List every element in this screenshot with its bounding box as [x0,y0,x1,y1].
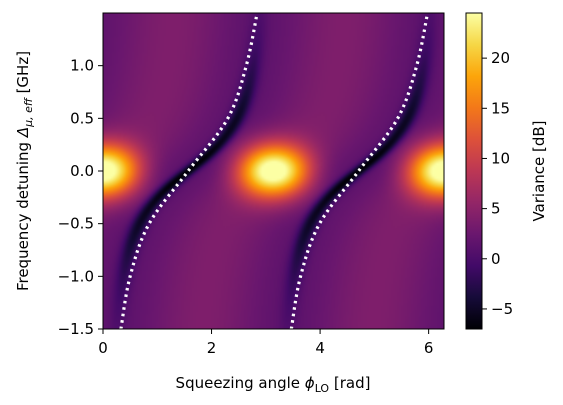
optimal-angle-curve-1 [119,12,259,330]
y-axis: −1.5 −1.0 −0.5 0.0 0.5 1.0 [58,57,103,338]
y-tick-label: −0.5 [58,215,94,233]
colorbar-gradient [465,12,483,330]
x-axis-label: Squeezing angle ϕLO [rad] [176,374,371,395]
colorbar-tick-label: 10 [491,149,510,167]
colorbar-tick-label: 15 [491,99,510,117]
colorbar-tick-label: 20 [491,49,510,67]
colorbar: −5 0 5 10 15 20 Variance [dB] [465,12,548,330]
x-tick-label: 2 [207,339,217,357]
x-tick-label: 6 [424,339,434,357]
y-tick-label: 1.0 [70,57,94,75]
heatmap-image [103,13,444,329]
colorbar-label: Variance [dB] [530,120,548,221]
colorbar-ticks: −5 0 5 10 15 20 [482,49,513,318]
y-tick-label: 0.5 [70,109,94,127]
y-axis-label: Frequency detuning Δμ, eff [GHz] [14,51,35,291]
y-tick-label: 0.0 [70,162,94,180]
y-tick-label: −1.0 [58,267,94,285]
x-axis: 0 2 4 6 [98,329,433,357]
optimal-angle-curve-2 [289,12,430,330]
x-tick-label: 0 [98,339,108,357]
optimal-angle-curves [119,12,430,330]
colorbar-tick-label: 5 [491,200,501,218]
y-tick-label: −1.5 [58,320,94,338]
x-tick-label: 4 [315,339,325,357]
colorbar-tick-label: −5 [491,300,513,318]
colorbar-tick-label: 0 [491,250,501,268]
heatmap-area [102,12,445,330]
